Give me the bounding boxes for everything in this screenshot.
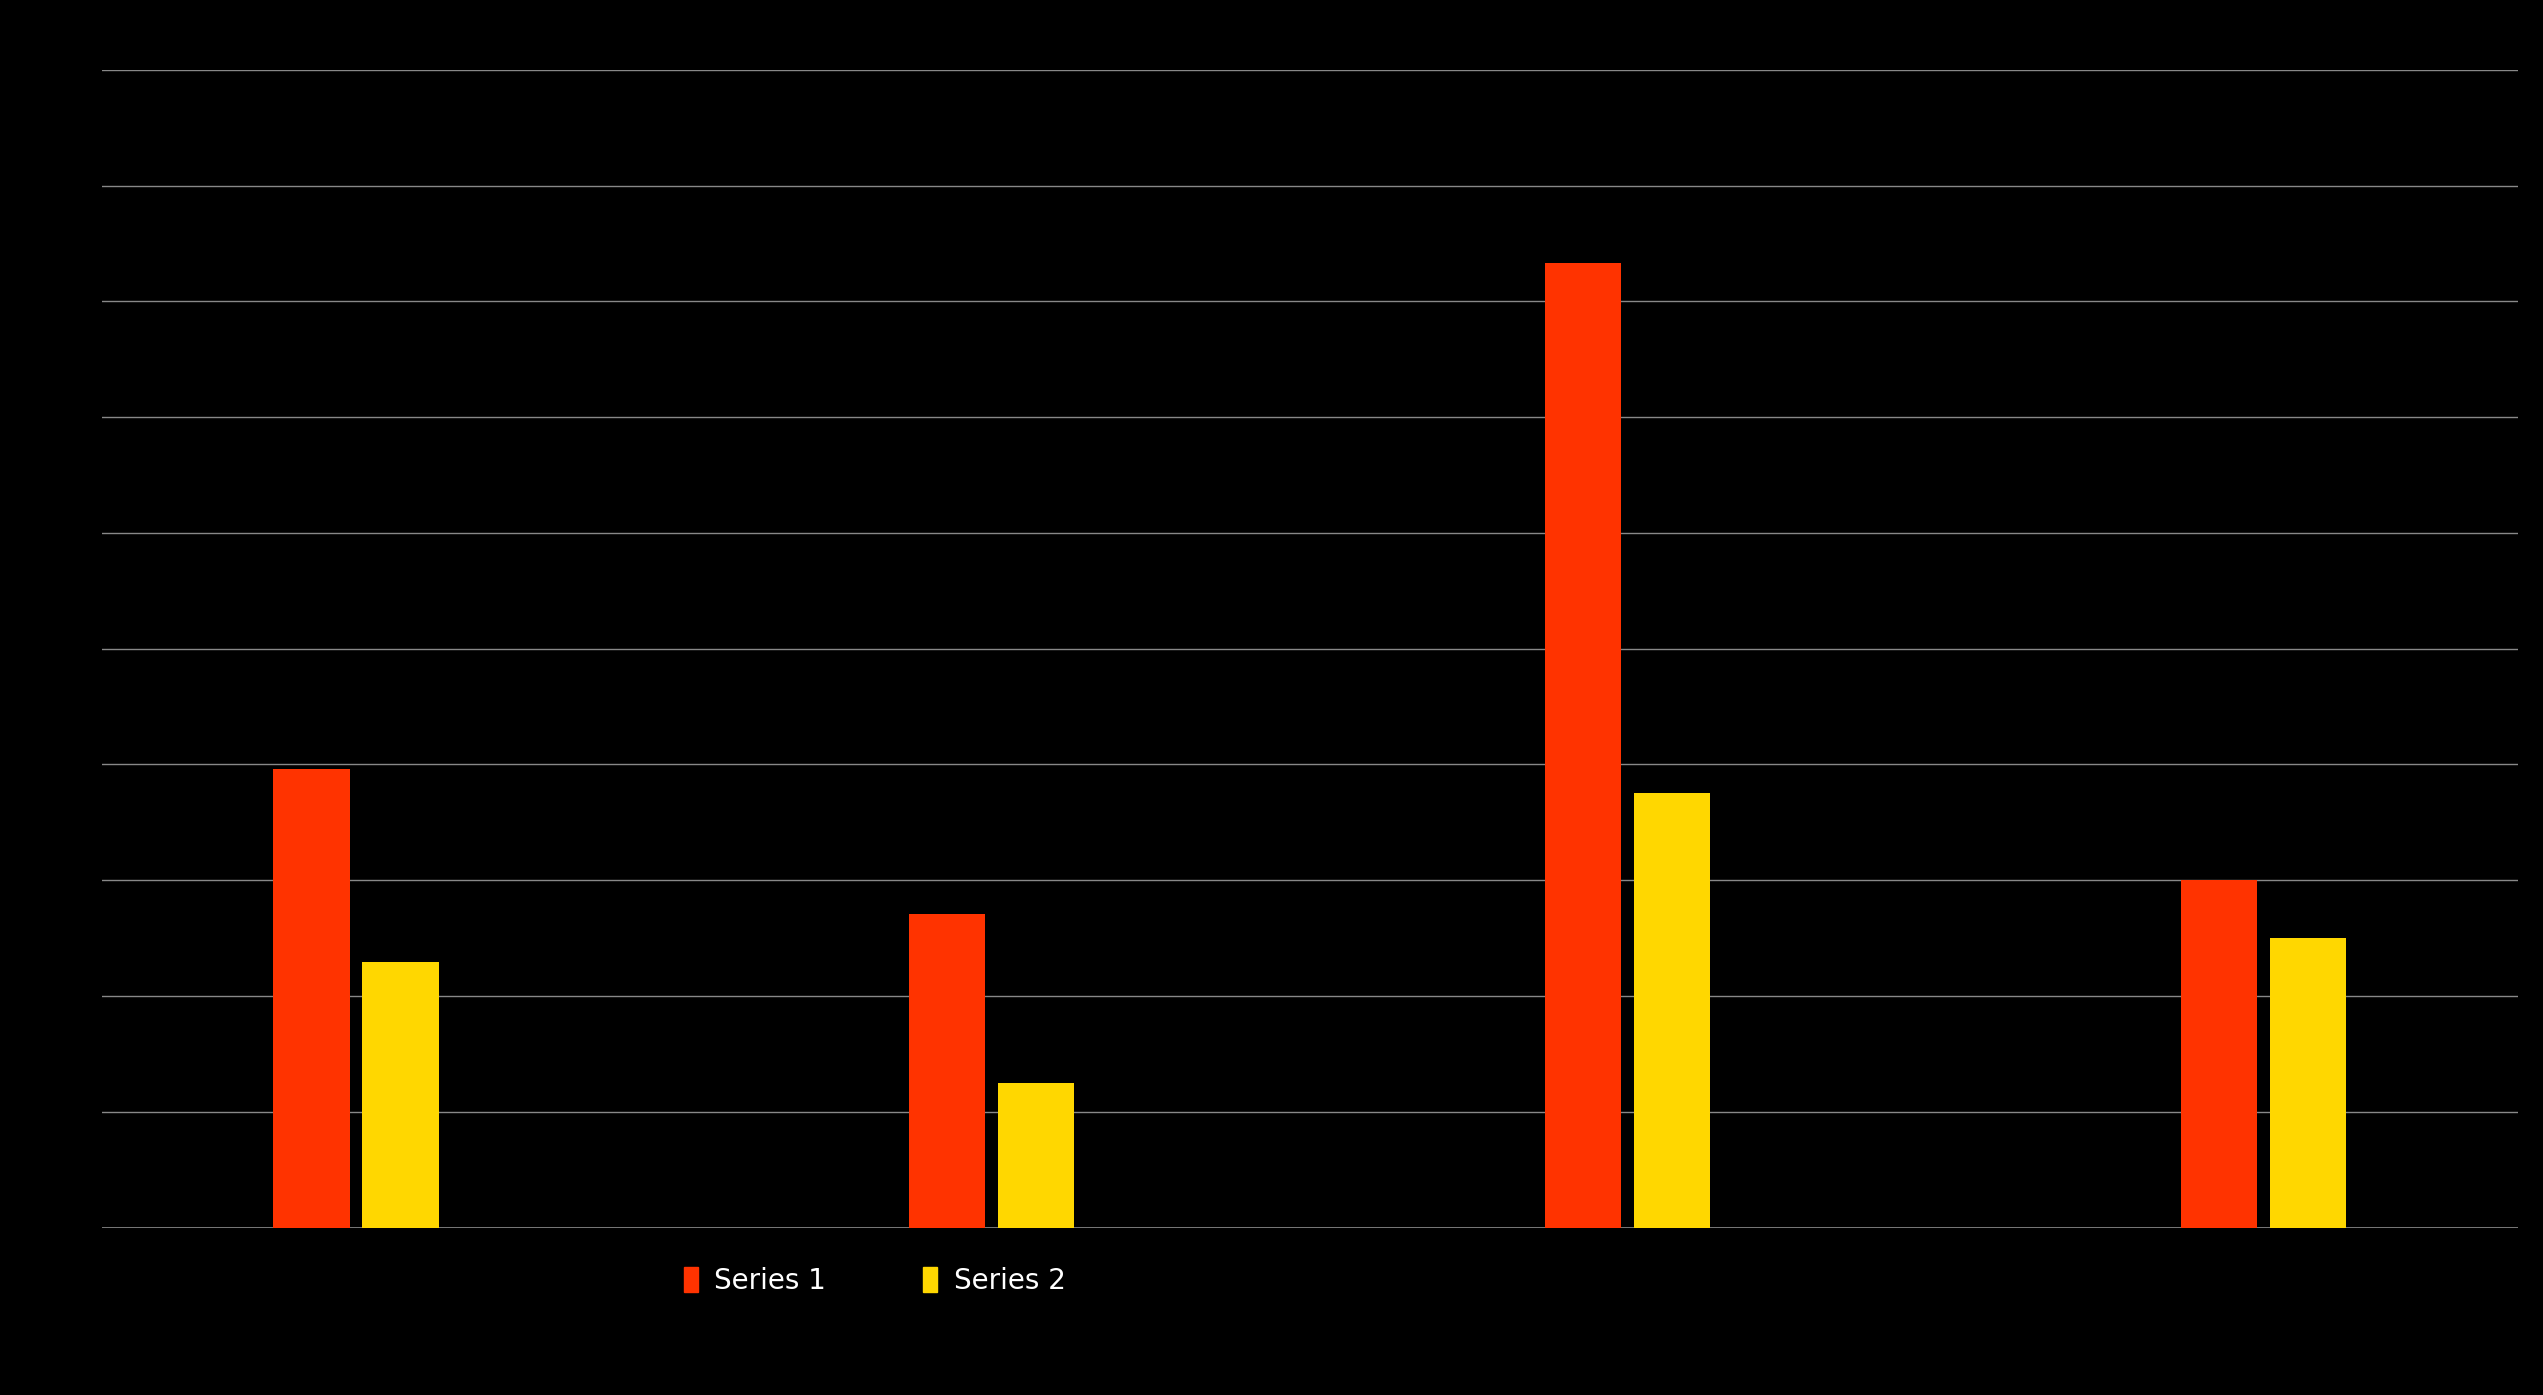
Bar: [2182, 880, 2258, 1228]
Bar: [1633, 794, 1709, 1228]
Bar: [361, 963, 437, 1228]
Bar: [272, 769, 348, 1228]
Bar: [997, 1083, 1073, 1228]
Legend: Series 1, Series 2: Series 1, Series 2: [674, 1256, 1076, 1306]
Bar: [910, 914, 987, 1228]
Bar: [2271, 939, 2347, 1228]
Bar: [1546, 262, 1622, 1228]
